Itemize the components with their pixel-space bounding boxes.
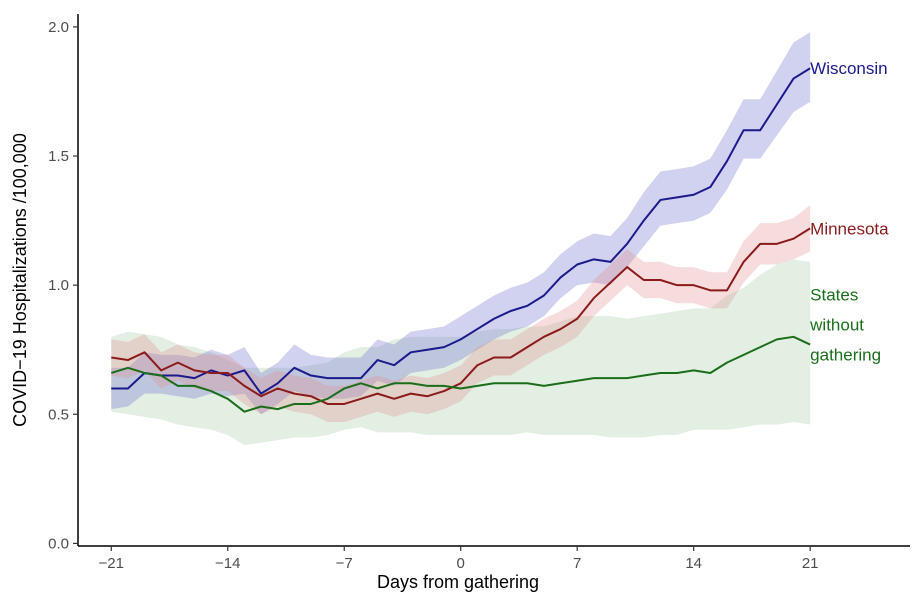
y-tick-label: 1.0 xyxy=(48,277,69,294)
x-axis-title: Days from gathering xyxy=(377,572,539,592)
y-ticks: 0.0 0.5 1.0 1.5 2.0 xyxy=(48,19,78,552)
label-minnesota: Minnesota xyxy=(810,219,889,238)
y-tick-label: 0.0 xyxy=(48,535,69,552)
line-minnesota xyxy=(111,227,811,405)
axes xyxy=(77,14,910,547)
x-tick-label: 21 xyxy=(802,555,819,572)
label-wisconsin: Wisconsin xyxy=(810,59,887,78)
band-minnesota xyxy=(111,205,811,423)
series-labels: Wisconsin Minnesota States without gathering xyxy=(809,59,889,364)
x-tick-label: 14 xyxy=(685,555,702,572)
series-lines xyxy=(110,67,811,413)
x-tick-label: 0 xyxy=(457,555,465,572)
x-tick-label: 7 xyxy=(573,555,581,572)
band-states-without-gathering xyxy=(111,259,811,446)
label-states-without-gathering: States without gathering xyxy=(809,286,881,365)
line-states-without-gathering xyxy=(110,335,811,413)
x-ticks: −21 −14 −7 0 7 14 21 xyxy=(99,546,819,572)
plot-background xyxy=(78,14,910,546)
y-tick-label: 1.5 xyxy=(48,148,69,165)
x-tick-label: −14 xyxy=(215,555,240,572)
y-axis-title: COVID−19 Hospitalizations /100,000 xyxy=(10,133,30,427)
line-wisconsin xyxy=(111,67,811,395)
x-tick-label: −7 xyxy=(336,555,353,572)
y-tick-label: 2.0 xyxy=(48,19,69,36)
y-tick-label: 0.5 xyxy=(48,406,69,423)
x-tick-label: −21 xyxy=(99,555,124,572)
